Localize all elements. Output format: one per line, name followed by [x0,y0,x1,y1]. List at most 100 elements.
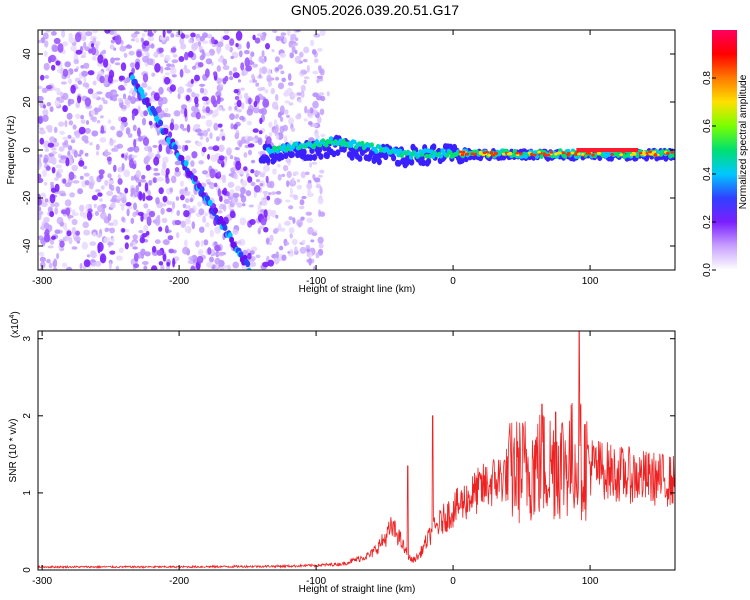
noise-cell [177,86,185,94]
noise-blob [152,177,157,184]
noise-cell [132,124,137,132]
noise-cell [44,148,49,152]
noise-cell [308,121,313,126]
noise-blob [87,88,94,95]
noise-cell [45,30,51,33]
noise-blob [253,100,258,108]
noise-cell [231,51,239,57]
tone-core [533,153,537,157]
noise-cell [143,224,149,232]
noise-cell [39,251,45,257]
tone-core [543,153,548,157]
noise-cell [106,190,114,197]
noise-cell [205,173,210,178]
noise-cell [72,180,80,184]
noise-cell [268,121,273,128]
noise-cell [180,180,184,187]
noise-cell [265,237,270,245]
noise-cell [200,240,204,247]
tone-core [546,153,551,157]
noise-cell [183,190,191,196]
tone-core [670,150,674,154]
noise-cell [159,53,164,58]
noise-cell [54,177,59,181]
noise-blob [45,165,51,171]
noise-cell [65,155,72,159]
noise-cell [61,30,66,38]
noise-cell [155,197,160,205]
noise-cell [103,236,111,244]
noise-blob [137,211,144,216]
noise-blob [134,61,140,70]
noise-cell [44,75,50,79]
noise-cell [54,202,60,208]
noise-blob [49,211,55,218]
noise-cell [249,261,257,268]
noise-cell [46,102,52,107]
noise-cell [44,182,48,186]
noise-cell [169,187,173,193]
noise-cell [65,266,73,270]
tone-core [649,153,654,156]
noise-cell [294,55,301,64]
tone-mid [369,142,374,148]
noise-cell [252,106,260,114]
tone-outer [301,148,307,156]
tone-mid [448,150,453,156]
noise-cell [263,191,268,199]
tone-mid [324,142,329,148]
noise-cell [184,239,188,248]
noise-cell [188,256,194,261]
noise-blob [165,177,170,184]
noise-cell [286,114,290,118]
noise-cell [275,93,279,102]
noise-cell [96,91,103,95]
x-tick-label: -100 [306,276,326,287]
noise-cell [235,132,240,137]
noise-blob [43,233,51,243]
noise-blob [120,62,127,71]
noise-cell [58,146,65,152]
noise-cell [305,171,310,176]
noise-cell [319,30,326,37]
tone-core [642,153,647,157]
noise-blob [109,250,116,255]
noise-cell [213,122,219,131]
noise-blob [99,75,105,84]
noise-cell [154,239,161,245]
noise-cell [299,51,304,58]
noise-cell [208,146,214,150]
y-tick-label: 2 [22,413,33,419]
noise-cell [80,119,86,124]
noise-cell [235,113,239,118]
noise-cell [56,171,60,177]
y-tick-label: 0 [22,567,33,573]
noise-cell [83,62,90,69]
noise-cell [62,262,68,268]
noise-cell [288,102,294,106]
noise-cell [303,46,310,54]
noise-blob [240,62,245,71]
noise-cell [46,258,51,264]
noise-cell [160,264,165,270]
noise-cell [91,130,99,137]
noise-cell [303,118,308,122]
noise-cell [60,81,67,85]
noise-blob [65,157,70,167]
noise-cell [292,93,298,97]
noise-cell [317,174,323,178]
noise-cell [288,253,294,257]
noise-blob [103,58,109,68]
noise-blob [262,98,270,108]
colorbar-tick-label: 0.2 [702,215,713,229]
noise-cell [141,33,146,37]
noise-cell [79,204,85,212]
noise-cell [162,161,167,170]
noise-blob [213,182,218,188]
noise-cell [60,155,67,160]
noise-cell [138,137,144,142]
noise-cell [311,49,317,55]
noise-cell [153,30,157,34]
noise-cell [238,94,243,100]
noise-blob [47,142,55,148]
